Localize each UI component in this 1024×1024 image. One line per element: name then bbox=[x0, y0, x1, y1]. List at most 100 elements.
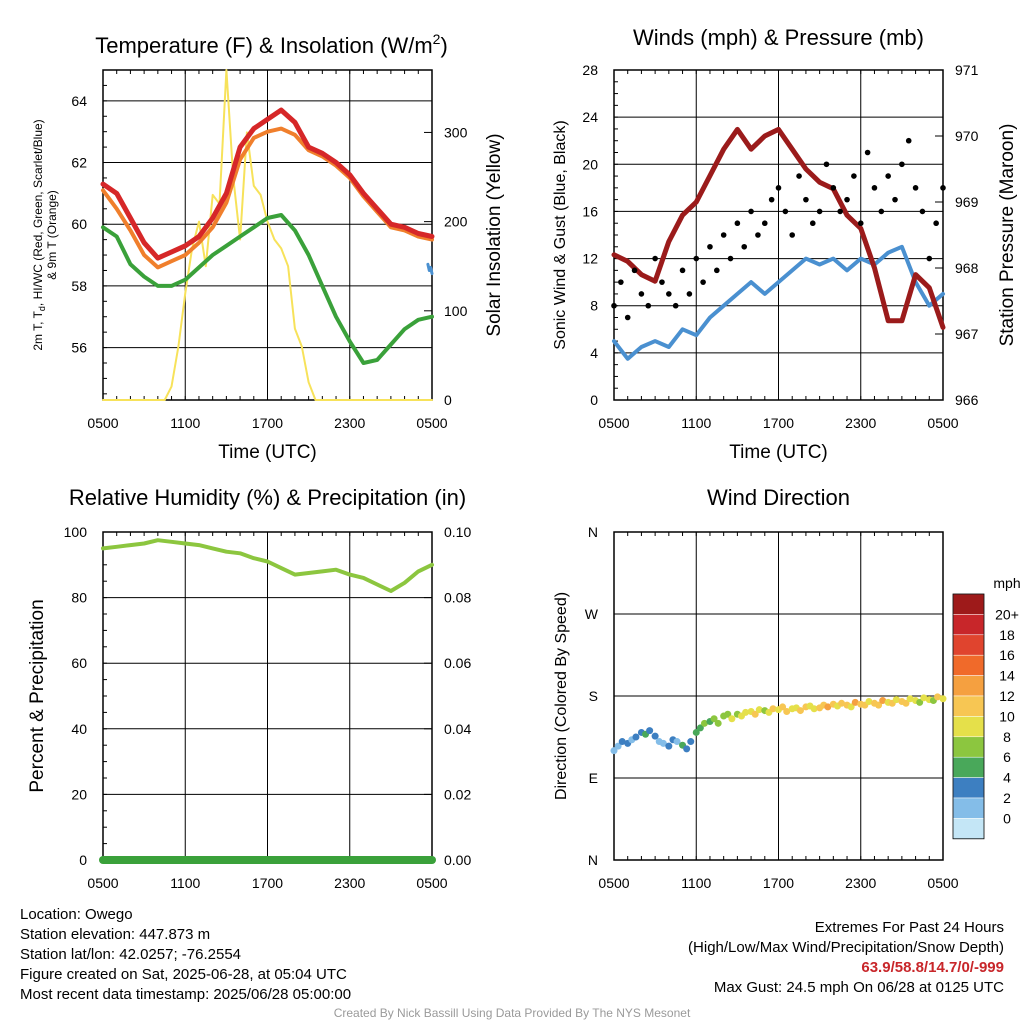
y-axis-label: Percent & Precipitation bbox=[27, 599, 48, 792]
extremes-values: 63.9/58.8/14.7/0/-999 bbox=[861, 959, 1004, 976]
y-tick-label: 0 bbox=[590, 392, 598, 408]
y-axis-label-part: 2m T, T bbox=[31, 310, 45, 350]
y2-tick-label: 0.08 bbox=[444, 590, 471, 606]
y-tick-label: 24 bbox=[582, 109, 598, 125]
series-line-td bbox=[101, 213, 434, 365]
gust-point bbox=[727, 255, 734, 262]
x-tick-label: 0500 bbox=[927, 875, 958, 891]
gust-point bbox=[823, 161, 830, 168]
gust-point bbox=[803, 196, 809, 203]
x-tick-label: 0500 bbox=[87, 415, 118, 431]
colorbar-swatch bbox=[952, 818, 985, 840]
colorbar-label: 16 bbox=[999, 647, 1015, 663]
gust-point bbox=[899, 161, 905, 168]
colorbar-label: 18 bbox=[999, 627, 1015, 643]
colorbar-swatch bbox=[952, 797, 985, 819]
y2-tick-label: 0.10 bbox=[444, 524, 471, 540]
direction-point bbox=[728, 715, 736, 723]
direction-point bbox=[618, 738, 626, 746]
direction-point bbox=[632, 733, 640, 741]
x-tick-label: 2300 bbox=[845, 875, 876, 891]
gust-point bbox=[933, 220, 939, 227]
gust-point bbox=[720, 232, 727, 238]
chart-title-superscript: 2 bbox=[433, 31, 441, 47]
gust-point bbox=[830, 185, 837, 191]
gust-point bbox=[700, 279, 706, 285]
gust-point bbox=[755, 232, 761, 238]
gust-point bbox=[686, 291, 693, 297]
colorbar-label: 8 bbox=[1003, 729, 1011, 745]
direction-point bbox=[683, 745, 691, 753]
y-axis-label: 2m T, Td, HI/WC (Red, Green, Scarlet/Blu… bbox=[31, 119, 47, 350]
gust-point bbox=[905, 137, 912, 144]
series-line-relative-humidity bbox=[101, 538, 434, 593]
gust-point bbox=[782, 208, 789, 215]
direction-point bbox=[783, 707, 791, 715]
y-tick-label: 4 bbox=[590, 345, 598, 361]
temperature-insolation-panel: 0500 1100 1700 2300 0500 56 58 60 62 64 0 100 200 300… bbox=[31, 31, 505, 463]
y-axis-label: Sonic Wind & Gust (Blue, Black) bbox=[552, 120, 569, 349]
gust-point bbox=[940, 185, 946, 191]
colorbar-label: 2 bbox=[1003, 790, 1011, 806]
colorbar-swatch bbox=[952, 777, 985, 799]
gust-point bbox=[789, 232, 796, 238]
y-tick-label: 12 bbox=[582, 251, 598, 267]
colorbar-swatch bbox=[952, 736, 985, 758]
created-text: Figure created on Sat, 2025-06-28, at 05… bbox=[20, 966, 347, 983]
gust-point bbox=[919, 208, 926, 215]
max-gust-text: Max Gust: 24.5 mph On 06/28 at 0125 UTC bbox=[713, 979, 1004, 996]
direction-point bbox=[892, 696, 900, 704]
colorbar-label: 14 bbox=[999, 668, 1015, 684]
y-tick-label: 20 bbox=[582, 156, 598, 172]
y2-axis-label: Solar Insolation (Yellow) bbox=[484, 133, 505, 336]
series-line-station-pressure bbox=[611, 126, 946, 330]
x-tick-label: 1700 bbox=[252, 415, 283, 431]
series-line-2m-t bbox=[100, 107, 435, 261]
extremes-info: Extremes For Past 24 Hours (High/Low/Max… bbox=[688, 918, 1004, 998]
gust-point bbox=[611, 302, 617, 309]
colorbar-label: 0 bbox=[1003, 810, 1011, 826]
extremes-legend: (High/Low/Max Wind/Precipitation/Snow De… bbox=[688, 939, 1004, 956]
y-tick-label: N bbox=[588, 524, 598, 540]
x-tick-label: 1100 bbox=[170, 415, 200, 431]
direction-point bbox=[700, 719, 708, 727]
chart-title: Wind Direction bbox=[707, 485, 850, 510]
y-tick-label: 62 bbox=[71, 155, 87, 171]
gust-point bbox=[775, 185, 782, 191]
y-tick-label: N bbox=[588, 852, 598, 868]
y2-tick-label: 0.02 bbox=[444, 786, 471, 802]
x-tick-label: 1100 bbox=[170, 875, 200, 891]
colorbar-swatch bbox=[952, 614, 985, 636]
x-tick-label: 2300 bbox=[334, 875, 365, 891]
gust-point bbox=[672, 302, 679, 309]
direction-point bbox=[692, 728, 700, 736]
colorbar-label: 10 bbox=[999, 708, 1015, 724]
y-tick-label: 58 bbox=[71, 278, 87, 294]
credit-text: Created By Nick Bassill Using Data Provi… bbox=[333, 1006, 691, 1020]
x-tick-label: 0500 bbox=[598, 875, 629, 891]
colorbar-label: 6 bbox=[1003, 749, 1011, 765]
x-tick-label: 2300 bbox=[334, 415, 365, 431]
direction-point bbox=[939, 695, 947, 703]
gust-point bbox=[871, 185, 878, 191]
x-tick-label: 1100 bbox=[681, 415, 711, 431]
direction-point bbox=[710, 715, 718, 723]
colorbar-swatch bbox=[952, 756, 985, 778]
y2-axis-label: Station Pressure (Maroon) bbox=[997, 124, 1018, 347]
gust-point bbox=[768, 196, 775, 203]
recent-data-text: Most recent data timestamp: 2025/06/28 0… bbox=[20, 986, 352, 1003]
direction-point bbox=[824, 703, 832, 711]
chart-title: Relative Humidity (%) & Precipitation (i… bbox=[69, 485, 466, 510]
direction-point bbox=[646, 727, 654, 735]
colorbar-swatch bbox=[952, 654, 985, 676]
latlon-text: Station lat/lon: 42.0257; -76.2554 bbox=[20, 946, 242, 963]
gust-point bbox=[844, 196, 850, 203]
y-tick-label: 100 bbox=[64, 524, 88, 540]
direction-point bbox=[879, 697, 887, 705]
direction-point bbox=[934, 693, 942, 701]
y-tick-label: 60 bbox=[71, 655, 87, 671]
y2-tick-label: 300 bbox=[444, 124, 468, 140]
winds-pressure-panel: 0500 1100 1700 2300 050004812162024289669679… bbox=[552, 25, 1018, 463]
gust-point bbox=[878, 208, 885, 215]
